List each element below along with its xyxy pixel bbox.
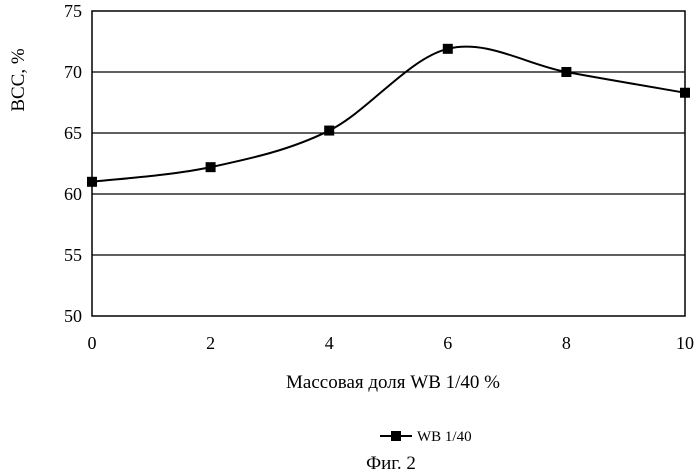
y-tick-label: 50 xyxy=(64,306,82,326)
plot-area xyxy=(92,11,685,316)
data-point-marker xyxy=(443,44,453,54)
x-tick-label: 6 xyxy=(443,333,452,353)
x-tick-label: 8 xyxy=(562,333,571,353)
data-point-marker xyxy=(87,177,97,187)
data-point-marker xyxy=(206,162,216,172)
y-tick-label: 70 xyxy=(64,62,82,82)
x-axis-label: Массовая доля WB 1/40 % xyxy=(286,372,500,393)
y-tick-label: 65 xyxy=(64,123,82,143)
y-tick-label: 55 xyxy=(64,245,82,265)
data-point-marker xyxy=(324,126,334,136)
x-tick-labels: 0 2 4 6 8 10 xyxy=(88,333,695,353)
x-tick-label: 2 xyxy=(206,333,215,353)
legend-label: WB 1/40 xyxy=(417,429,472,445)
legend-marker xyxy=(391,431,401,441)
y-axis-label: ВСС, % xyxy=(8,48,29,112)
y-tick-label: 60 xyxy=(64,184,82,204)
x-tick-label: 4 xyxy=(325,333,334,353)
legend: WB 1/40 xyxy=(380,429,472,445)
y-tick-labels: 50 55 60 65 70 75 xyxy=(64,1,82,326)
figure-caption: Фиг. 2 xyxy=(366,453,416,474)
x-tick-label: 0 xyxy=(88,333,97,353)
data-point-marker xyxy=(561,67,571,77)
y-tick-label: 75 xyxy=(64,1,82,21)
x-tick-label: 10 xyxy=(676,333,694,353)
data-point-marker xyxy=(680,88,690,98)
